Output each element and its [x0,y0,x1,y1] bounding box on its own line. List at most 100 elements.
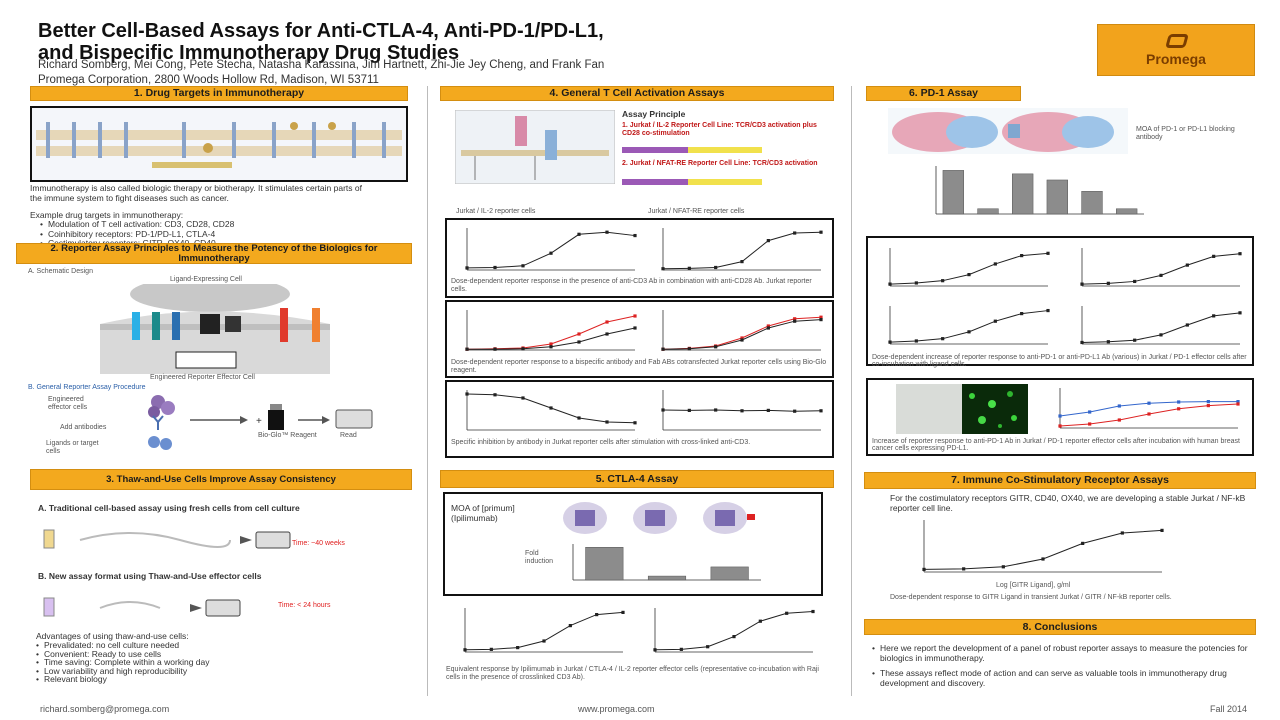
data-point [1020,254,1024,258]
s4-il2-chart [465,228,637,271]
s3-sub-a: A. Traditional cell-based assay using fr… [38,503,300,513]
s5-bar-chart [572,544,761,581]
data-point [1159,273,1163,277]
proc-label-3: Ligands or target cells [46,440,99,455]
s7-caption: Dose-dependent response to GITR Ligand i… [890,594,1172,601]
ligand-cell-label: Ligand-Expressing Cell [170,276,242,283]
data-point [1206,400,1210,404]
nfat-construct-bar [622,179,762,185]
s4-flat-chart [661,390,823,431]
data-point [914,339,918,343]
data-point [687,266,691,270]
bar [977,208,999,215]
s7-xlabel: Log [GITR Ligand], g/ml [996,582,1071,589]
s4-principle-title: Assay Principle [622,109,686,119]
data-point [633,314,637,318]
proc-label-1: Engineered effector cells [48,396,88,411]
data-point [1159,333,1163,337]
panel-left-label: Jurkat / IL-2 reporter cells [456,208,536,215]
data-point [819,315,823,319]
data-point [993,262,997,266]
section-3-header: 3. Thaw-and-Use Cells Improve Assay Cons… [30,469,412,490]
data-point [740,336,744,340]
schematic-design-diagram [100,284,330,374]
data-point [1058,424,1062,428]
data-point [1106,340,1110,344]
pd1-mechanism-diagram [888,108,1128,154]
data-point [1133,279,1137,284]
data-point [993,319,997,323]
bar [1116,208,1138,215]
section-8-header: 8. Conclusions [864,619,1256,635]
data-point [1088,410,1092,414]
bar [647,575,687,581]
data-point [793,409,797,413]
data-point [1041,557,1045,561]
section-5-header: 5. CTLA-4 Assay [440,470,834,488]
s6-caption-1: Dose-dependent increase of reporter resp… [872,354,1247,368]
data-point [633,233,637,238]
data-point [568,624,572,628]
s1-bullet: Modulation of T cell activation: CD3, CD… [40,219,380,230]
s4-bispecific-chart-1 [465,310,637,351]
data-point [1117,404,1121,408]
data-point [549,406,553,410]
footer-email[interactable]: richard.somberg@promega.com [40,704,170,714]
data-point [1147,401,1151,405]
data-point [793,317,797,321]
data-point [766,326,770,330]
data-point [605,320,609,324]
data-point [941,279,945,283]
s7-text: For the costimulatory receptors GITR, CD… [890,493,1246,513]
data-point [1212,254,1216,258]
data-point [463,648,467,652]
bar [1081,191,1103,215]
s5-curves [443,600,823,662]
data-point [1046,251,1050,255]
traditional-workflow-diagram [43,529,291,549]
data-point [521,396,525,400]
data-point [1206,404,1210,408]
data-point [922,567,926,571]
logo-text: Promega [1146,51,1206,67]
s6-figure-imaging: Increase of reporter response to anti-PD… [866,378,1254,456]
data-point [962,567,966,571]
fluorescence-image [962,384,1028,434]
series-line [889,252,1049,285]
logo-mark-icon [1165,34,1189,48]
data-point [941,337,945,341]
data-point [1080,282,1084,286]
section-2-header: 2. Reporter Assay Principles to Measure … [16,243,412,264]
data-point [732,635,736,639]
s4-figure-2: Dose-dependent reporter response to a bi… [445,300,834,378]
data-point [605,420,609,424]
s6-figure-curves: Dose-dependent increase of reporter resp… [866,236,1254,368]
s3-sub-b: B. New assay format using Thaw-and-Use e… [38,571,262,581]
reagent-label: Bio-Glo™ Reagent [258,432,317,439]
series-line [889,310,1049,343]
series-line [662,316,822,350]
assay-procedure-diagram: + [148,395,373,450]
data-point [819,409,823,413]
s3-adv-item: Convenient: Ready to use cells [36,649,396,659]
s6-bar-chart [935,166,1144,215]
data-point [1147,412,1151,416]
series-line [464,611,624,651]
section-6-header: 6. PD-1 Assay [866,86,1021,101]
data-point [577,232,581,236]
data-point [1120,531,1124,535]
data-point [1238,252,1242,256]
data-point [967,273,971,277]
data-point [1185,263,1189,267]
data-point [1081,541,1085,545]
footer-url[interactable]: www.promega.com [578,704,655,714]
data-point [687,347,691,351]
s4-inhibition-chart [465,390,637,431]
drug-targets-figure [30,106,408,182]
fluorescence-dots [969,391,1017,428]
s3-adv-list: Prevalidated: no cell culture needed Con… [36,641,396,684]
data-point [549,342,553,346]
data-point [1106,281,1110,285]
data-point [766,324,770,328]
column-divider-2 [851,86,852,696]
